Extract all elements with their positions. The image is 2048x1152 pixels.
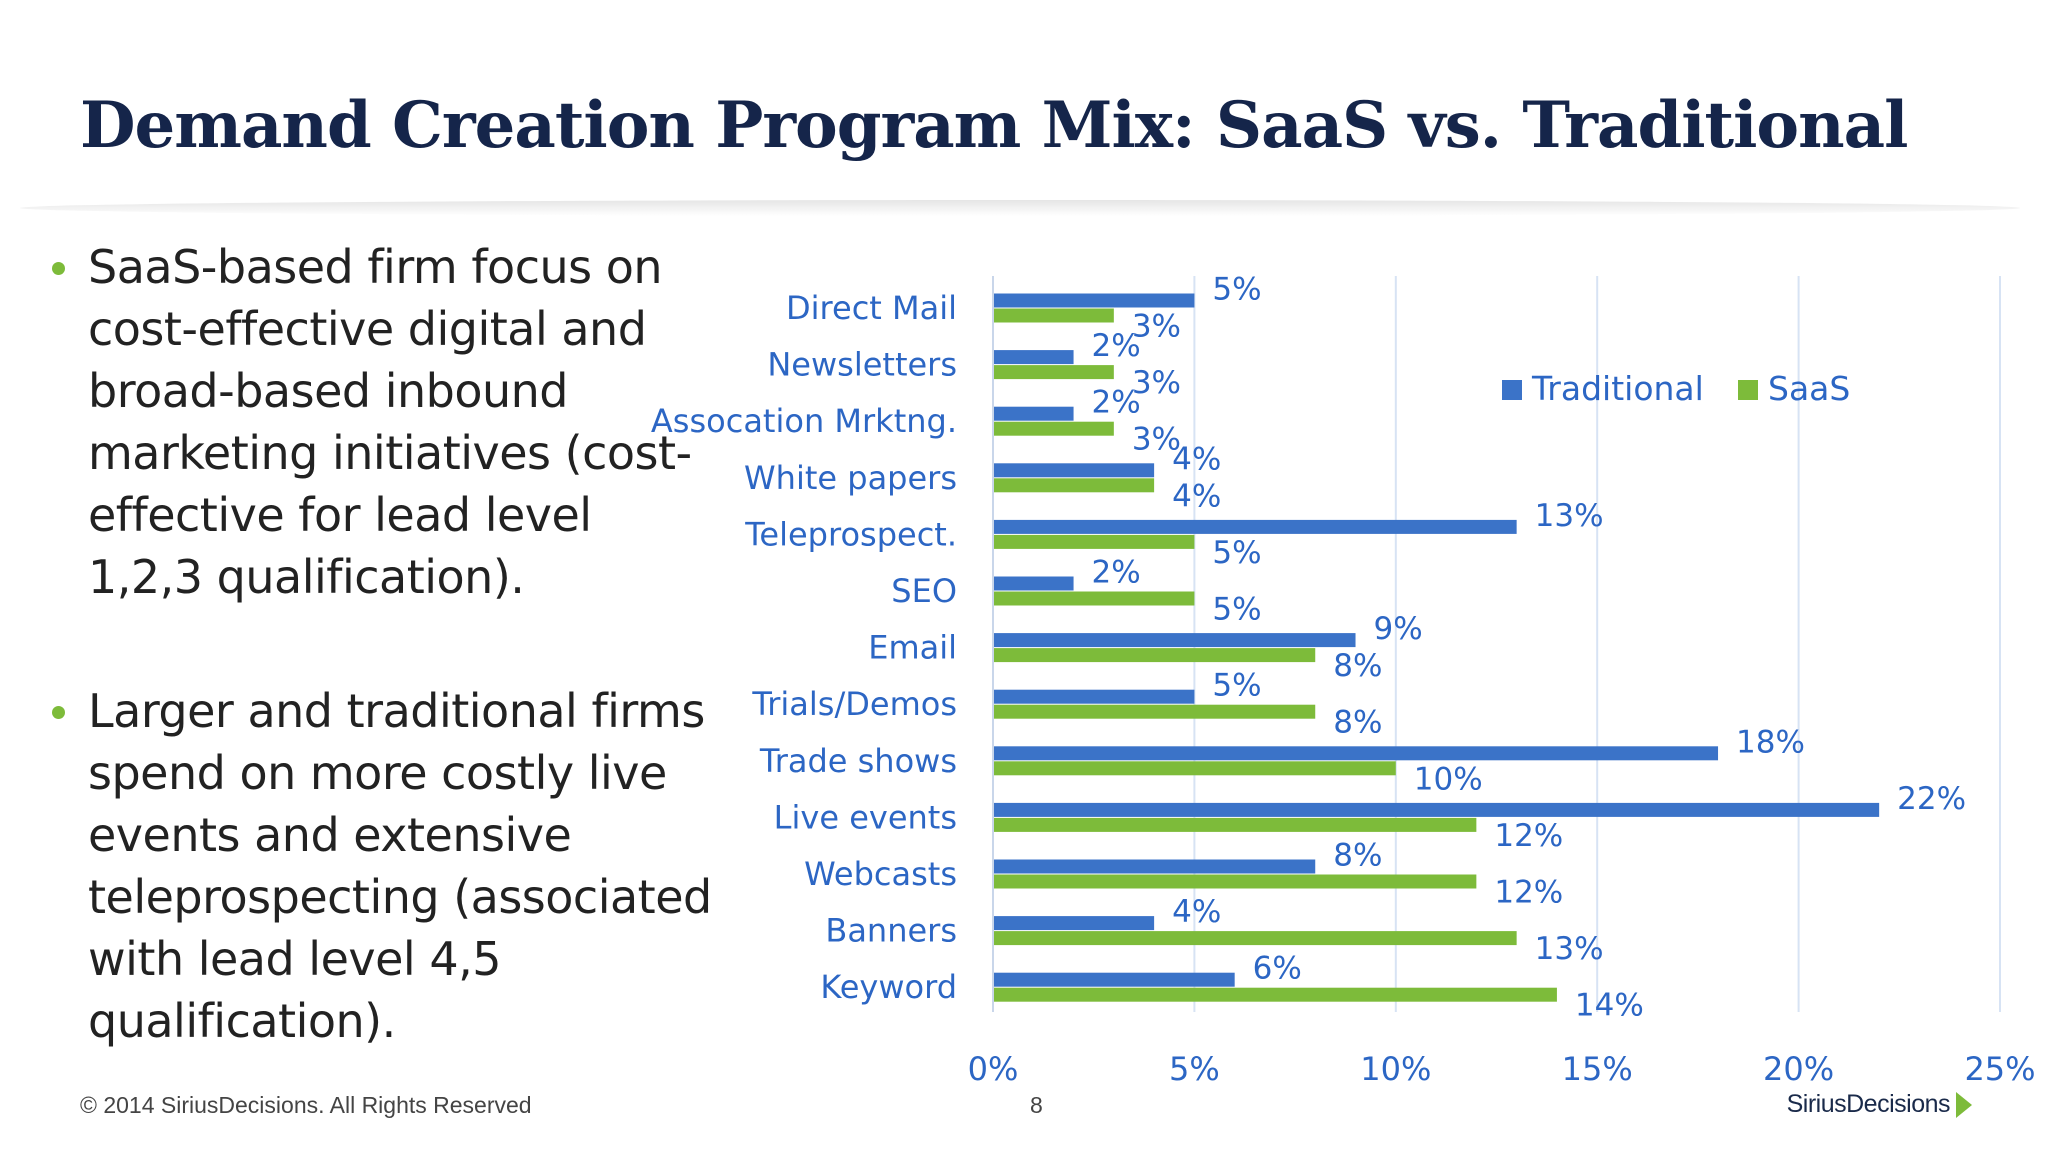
category-label: Trials/Demos [751,685,957,723]
x-tick-label: 20% [1763,1050,1834,1088]
data-label-saas: 5% [1212,592,1261,628]
title-divider [20,200,2020,216]
data-label-saas: 12% [1494,818,1563,854]
category-label: White papers [744,459,957,497]
category-label: Assocation Mrktng. [651,402,957,440]
bar-saas [993,931,1517,946]
bar-saas [993,761,1396,776]
data-label-traditional: 5% [1212,272,1261,308]
data-label-saas: 3% [1132,422,1181,458]
bar-traditional [993,350,1074,365]
legend-swatch-saas [1738,380,1758,400]
data-label-traditional: 5% [1212,668,1261,704]
bar-traditional [993,746,1719,761]
x-tick-label: 15% [1562,1050,1633,1088]
legend-label-saas: SaaS [1768,369,1850,408]
data-label-saas: 14% [1575,988,1644,1024]
bar-traditional [993,916,1155,931]
data-label-saas: 10% [1414,761,1483,797]
bullet-list: SaaS-based firm focus on cost-effective … [48,236,718,1052]
bullet-dot-icon [52,706,65,719]
bar-saas [993,478,1155,493]
data-label-traditional: 8% [1333,838,1382,874]
category-label: Newsletters [767,346,957,384]
legend-label-traditional: Traditional [1531,369,1704,408]
data-label-traditional: 22% [1897,781,1966,817]
bar-saas [993,534,1195,549]
category-label: Live events [774,798,957,836]
category-label: Email [868,629,957,667]
category-label: Webcasts [804,855,957,893]
data-label-saas: 12% [1494,875,1563,911]
x-tick-label: 10% [1360,1050,1431,1088]
data-label-traditional: 9% [1374,611,1423,647]
data-label-traditional: 13% [1535,498,1604,534]
data-label-traditional: 2% [1092,328,1141,364]
copyright-text: © 2014 SiriusDecisions. All Rights Reser… [80,1092,532,1118]
bar-saas [993,591,1195,606]
category-label: Trade shows [759,742,957,780]
category-label: Direct Mail [786,289,957,327]
bar-saas [993,704,1316,719]
data-label-traditional: 6% [1253,951,1302,987]
category-label: SEO [891,572,957,610]
bar-traditional [993,633,1356,648]
data-label-traditional: 4% [1172,441,1221,477]
bullet-text: SaaS-based firm focus on cost-effective … [88,240,692,604]
x-tick-label: 5% [1169,1050,1220,1088]
category-label: Banners [825,912,957,950]
bar-traditional [993,576,1074,591]
bar-traditional [993,689,1195,704]
data-label-traditional: 18% [1736,724,1805,760]
bar-saas [993,365,1114,380]
data-label-saas: 8% [1333,648,1382,684]
data-label-saas: 5% [1212,535,1261,571]
bar-traditional [993,519,1517,534]
bar-saas [993,421,1114,436]
bar-saas [993,648,1316,663]
x-tick-label: 0% [968,1050,1019,1088]
bullet-text: Larger and traditional firms spend on mo… [88,684,712,1048]
slide-title: Demand Creation Program Mix: SaaS vs. Tr… [80,88,1908,163]
bar-saas [993,987,1557,1002]
data-label-traditional: 2% [1092,555,1141,591]
data-label-saas: 3% [1132,365,1181,401]
bar-saas [993,308,1114,323]
page-number: 8 [1030,1092,1043,1118]
bullet-item: SaaS-based firm focus on cost-effective … [48,236,718,608]
category-label: Keyword [820,968,957,1006]
bar-traditional [993,293,1195,308]
data-label-traditional: 4% [1172,894,1221,930]
company-logo: SiriusDecisions [1787,1090,1972,1119]
bullet-dot-icon [52,262,65,275]
data-label-saas: 4% [1172,478,1221,514]
category-label: Teleprospect. [744,515,957,553]
x-tick-label: 25% [1964,1050,2035,1088]
data-label-traditional: 2% [1092,385,1141,421]
bar-traditional [993,463,1155,478]
logo-arrow-icon [1956,1091,1972,1118]
legend-swatch-traditional [1502,380,1522,400]
bar-traditional [993,406,1074,421]
bar-traditional [993,802,1880,817]
data-label-saas: 13% [1535,931,1604,967]
data-label-saas: 3% [1132,309,1181,345]
bullet-item: Larger and traditional firms spend on mo… [48,680,718,1052]
bar-saas [993,874,1477,889]
logo-text: SiriusDecisions [1786,1090,1951,1118]
bar-traditional [993,859,1316,874]
data-label-saas: 8% [1333,705,1382,741]
bar-saas [993,817,1477,832]
bar-traditional [993,972,1235,987]
